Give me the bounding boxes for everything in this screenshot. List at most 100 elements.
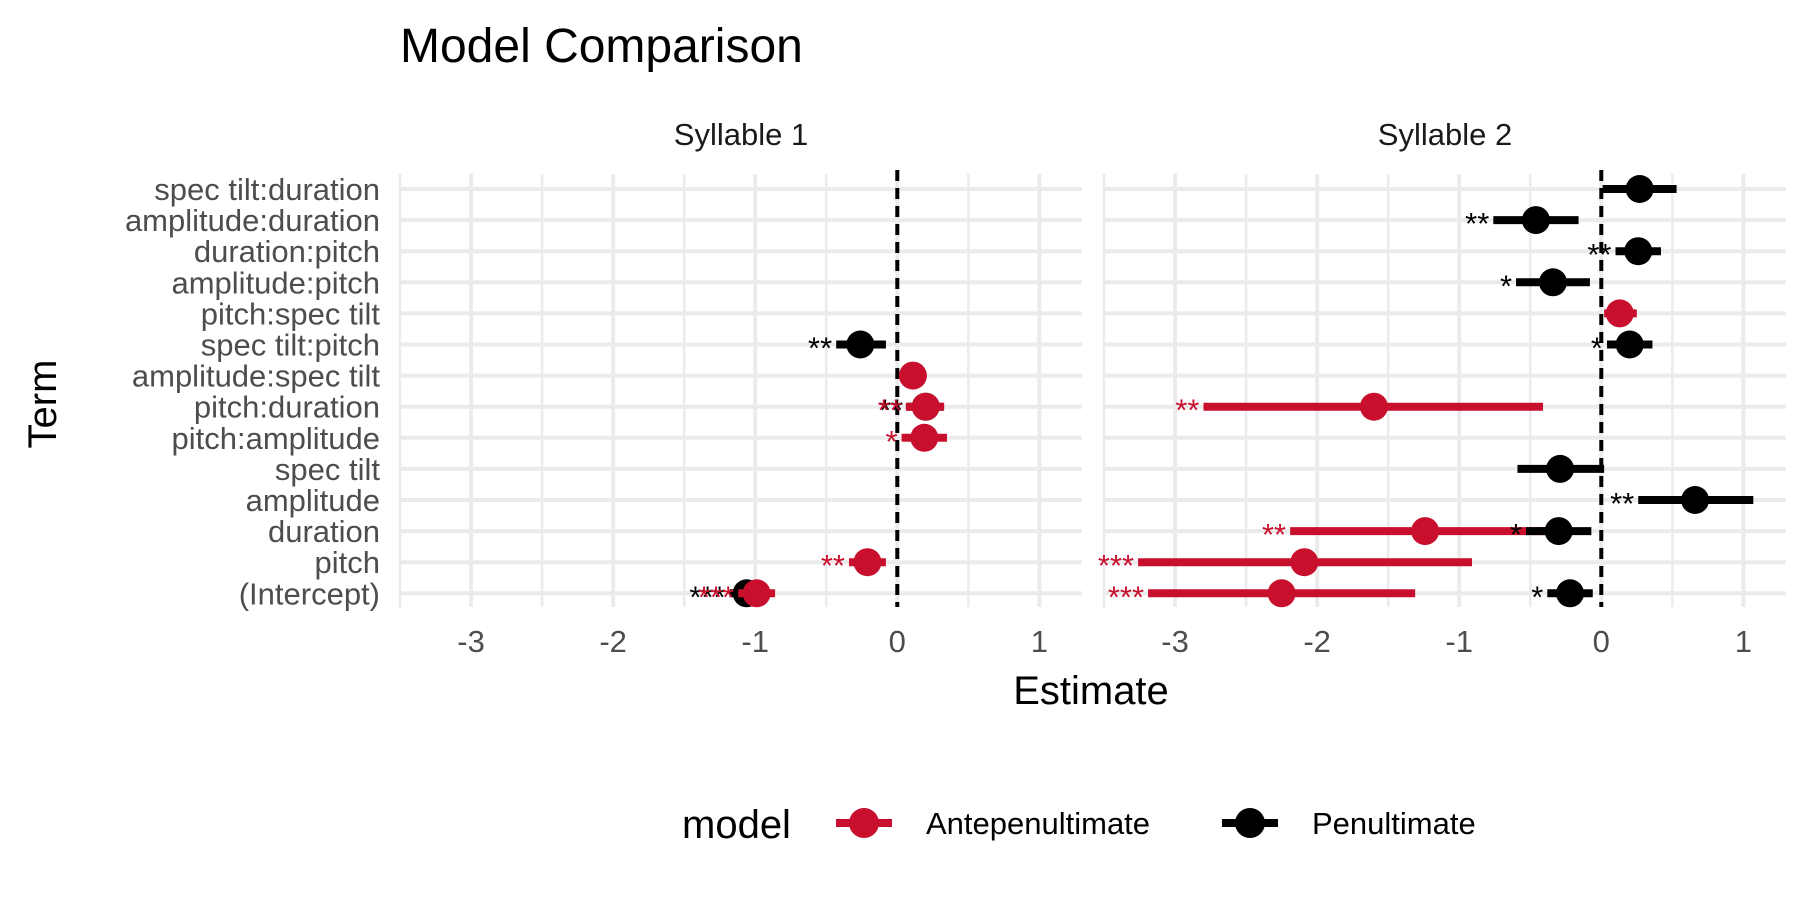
estimate-dot bbox=[1267, 579, 1296, 608]
point-penultimate-amplitude-duration: ** bbox=[1465, 206, 1579, 241]
y-tick-label: pitch:spec tilt bbox=[201, 296, 381, 331]
significance-label: * bbox=[1531, 579, 1543, 614]
y-tick-label: pitch:amplitude bbox=[171, 421, 380, 456]
x-tick-label: -3 bbox=[457, 624, 485, 659]
y-tick-label: duration bbox=[268, 514, 380, 549]
significance-label: ** bbox=[1465, 206, 1489, 241]
point-penultimate-duration-pitch: ** bbox=[1587, 237, 1661, 272]
point-penultimate-spec-tilt-duration bbox=[1602, 175, 1677, 203]
estimate-dot bbox=[1546, 454, 1575, 483]
point-antepenultimate-pitch: *** bbox=[1098, 548, 1472, 583]
point-antepenultimate-pitch: ** bbox=[821, 548, 886, 583]
point-penultimate-duration: * bbox=[1510, 517, 1592, 552]
y-tick-label: amplitude:pitch bbox=[171, 265, 380, 300]
point-antepenultimate-pitch-amplitude: * bbox=[885, 423, 948, 459]
y-axis-labels: spec tilt:durationamplitude:durationdura… bbox=[125, 172, 380, 611]
panels: Syllable 1-3 -2 -1 0 1***************Syllabl… bbox=[398, 117, 1786, 659]
significance-label: * bbox=[885, 424, 897, 459]
x-tick-label: -1 bbox=[741, 624, 769, 659]
point-penultimate-spec-tilt-pitch: * bbox=[1591, 330, 1653, 366]
estimate-dot bbox=[1290, 548, 1319, 577]
y-tick-label: pitch bbox=[315, 545, 380, 580]
y-tick-label: amplitude bbox=[246, 483, 380, 518]
estimate-dot bbox=[1411, 517, 1440, 546]
y-tick-label: spec tilt bbox=[275, 452, 380, 487]
y-tick-label: amplitude:duration bbox=[125, 203, 380, 238]
point-antepenultimate-duration: ** bbox=[1262, 517, 1559, 552]
x-tick-label: 0 bbox=[1593, 624, 1610, 659]
legend-key-dot bbox=[849, 808, 879, 838]
significance-label: ** bbox=[1610, 486, 1634, 521]
significance-label: ** bbox=[1175, 393, 1199, 428]
x-tick-label: -1 bbox=[1445, 624, 1473, 659]
significance-label: ** bbox=[878, 393, 902, 428]
y-tick-label: spec tilt:duration bbox=[154, 172, 380, 207]
x-tick-label: 0 bbox=[889, 624, 906, 659]
x-tick-label: -3 bbox=[1161, 624, 1189, 659]
x-tick-label: 1 bbox=[1735, 624, 1752, 659]
point-antepenultimate-amplitude-spec-tilt bbox=[898, 361, 927, 390]
point-antepenultimate-intercept: *** bbox=[698, 579, 776, 614]
x-tick-label: -2 bbox=[599, 624, 627, 659]
estimate-dot bbox=[846, 330, 875, 359]
y-tick-label: amplitude:spec tilt bbox=[132, 359, 381, 394]
point-antepenultimate-pitch-duration: ** bbox=[1175, 392, 1544, 428]
point-antepenultimate-pitch-duration: ** bbox=[878, 392, 945, 428]
legend-label: Penultimate bbox=[1312, 806, 1476, 841]
legend-entry-antepenultimate: Antepenultimate bbox=[836, 806, 1150, 841]
estimate-dot bbox=[911, 392, 940, 421]
legend-label: Antepenultimate bbox=[926, 806, 1150, 841]
estimate-dot bbox=[898, 361, 927, 390]
point-antepenultimate-intercept: *** bbox=[1108, 579, 1416, 614]
legend-entry-penultimate: Penultimate bbox=[1222, 806, 1476, 841]
significance-label: *** bbox=[698, 579, 734, 614]
chart-title: Model Comparison bbox=[400, 20, 803, 73]
estimate-dot bbox=[1556, 579, 1585, 608]
estimate-dot bbox=[1544, 517, 1573, 546]
estimate-dot bbox=[742, 579, 771, 608]
panel-2: Syllable 2-3 -2 -1 0 1************ ******** bbox=[1098, 117, 1786, 659]
estimate-dot bbox=[910, 423, 939, 452]
significance-label: ** bbox=[821, 548, 845, 583]
estimate-dot bbox=[1615, 330, 1644, 359]
point-penultimate-amplitude: ** bbox=[1610, 486, 1754, 521]
estimate-dot bbox=[1624, 237, 1653, 266]
significance-label: * bbox=[1500, 268, 1512, 303]
estimate-dot bbox=[853, 548, 882, 577]
panel-title: Syllable 1 bbox=[674, 117, 808, 152]
estimate-dot bbox=[1681, 486, 1710, 514]
significance-label: *** bbox=[1108, 579, 1144, 614]
significance-label: *** bbox=[689, 579, 725, 614]
significance-label: ** bbox=[1262, 517, 1286, 552]
x-tick-label: 1 bbox=[1031, 624, 1048, 659]
y-tick-label: (Intercept) bbox=[239, 576, 380, 611]
significance-label: ** bbox=[879, 393, 903, 428]
point-penultimate-amplitude-pitch: * bbox=[1500, 268, 1590, 303]
significance-label: * bbox=[1510, 517, 1522, 552]
y-tick-label: pitch:duration bbox=[194, 390, 380, 425]
legend-key-dot bbox=[1235, 808, 1265, 838]
point-penultimate-spec-tilt bbox=[1517, 454, 1605, 483]
estimate-dot bbox=[1359, 392, 1388, 421]
point-penultimate-spec-tilt-pitch: ** bbox=[808, 330, 886, 366]
legend: model Antepenultimate Penultimate bbox=[682, 803, 1476, 847]
panel-title: Syllable 2 bbox=[1378, 117, 1512, 152]
estimate-dot bbox=[1538, 268, 1567, 297]
legend-title: model bbox=[682, 803, 791, 847]
legend-entries: Antepenultimate Penultimate bbox=[836, 806, 1476, 841]
point-antepenultimate-pitch-spec-tilt bbox=[1604, 299, 1637, 328]
significance-label: *** bbox=[1098, 548, 1134, 583]
significance-label: ** bbox=[808, 331, 832, 366]
x-axis-title: Estimate bbox=[1013, 669, 1169, 713]
significance-label: ** bbox=[1587, 237, 1611, 272]
estimate-dot bbox=[1605, 299, 1634, 328]
point-penultimate-intercept: * bbox=[1531, 579, 1593, 614]
x-tick-label: -2 bbox=[1303, 624, 1331, 659]
estimate-dot bbox=[1521, 206, 1550, 235]
significance-label: * bbox=[1591, 331, 1603, 366]
y-tick-label: spec tilt:pitch bbox=[201, 328, 380, 363]
y-tick-label: duration:pitch bbox=[194, 234, 380, 269]
y-axis-title: Term bbox=[21, 360, 65, 449]
